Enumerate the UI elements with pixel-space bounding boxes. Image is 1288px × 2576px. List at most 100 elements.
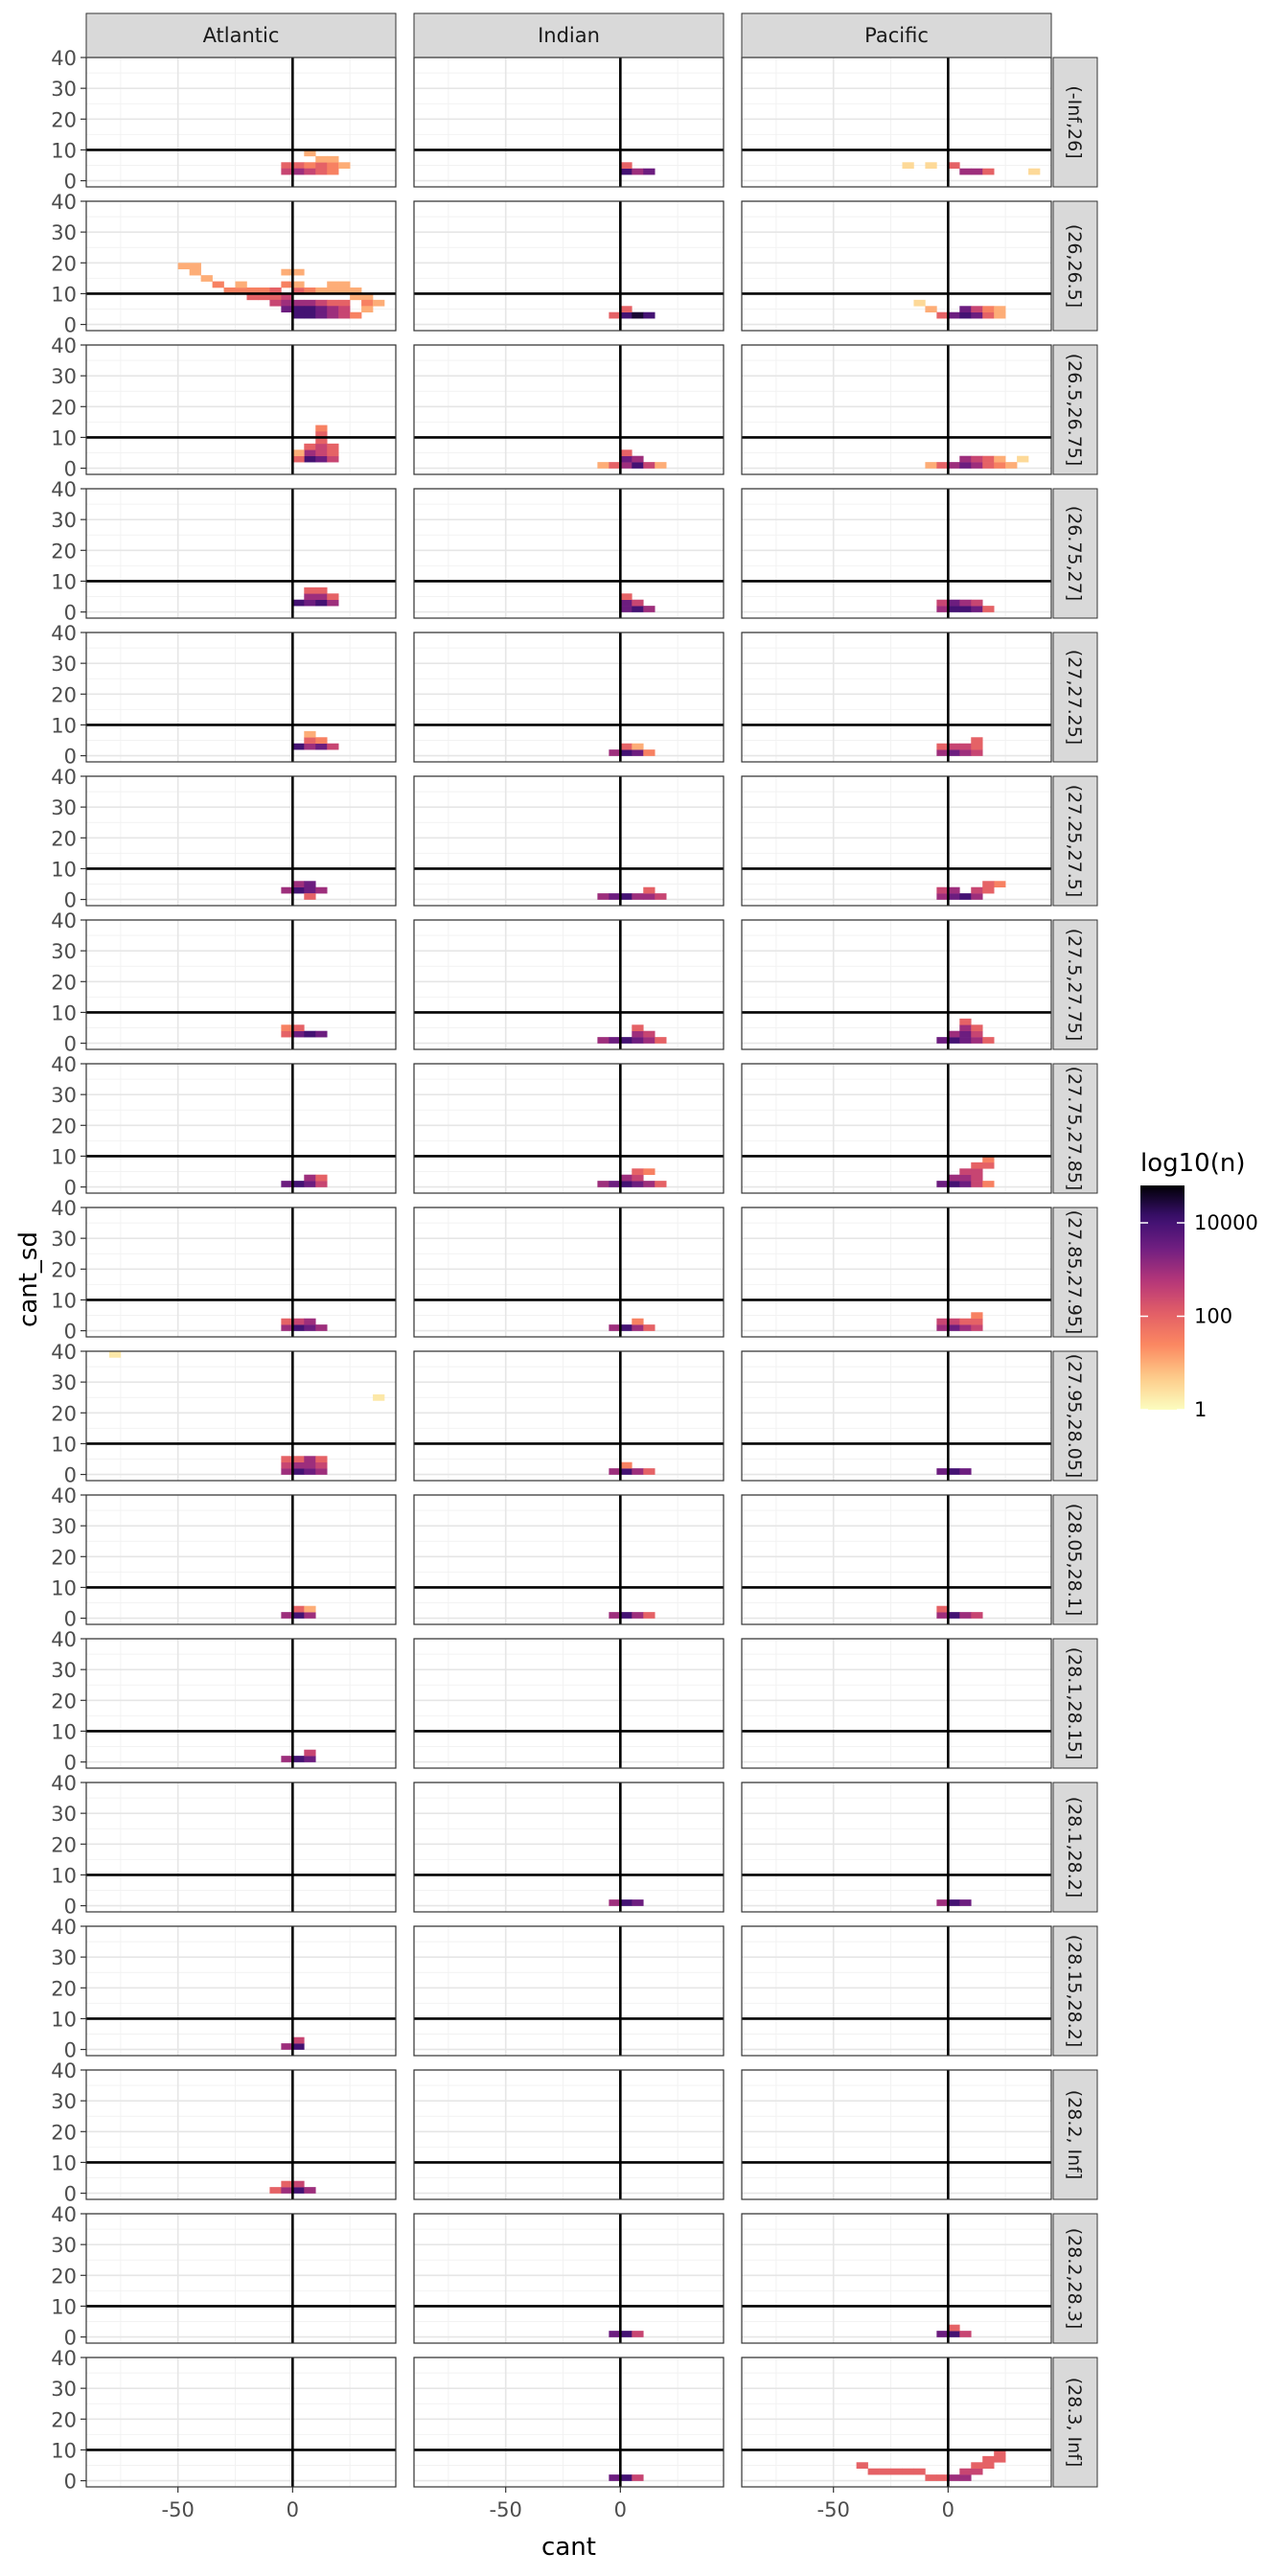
heat-cell [373, 299, 385, 307]
heat-cell [620, 1468, 632, 1475]
heat-cell [959, 743, 972, 750]
heat-cell [304, 1318, 316, 1325]
heat-cell [304, 1174, 316, 1182]
panel-border [741, 632, 1052, 763]
row-strip: (27.85,27.95] [1052, 1207, 1098, 1338]
row-strip: (27.25,27.5] [1052, 775, 1098, 907]
panel-background [414, 776, 724, 906]
strip-background [85, 12, 397, 58]
heat-cell [655, 893, 667, 900]
y-tick-label: 10 [51, 1433, 77, 1456]
y-tick-label: 10 [51, 2295, 77, 2318]
heat-cell [304, 737, 316, 745]
y-axis: 0 10 20 30 40 [51, 1341, 86, 1487]
y-tick-label: 40 [51, 2347, 77, 2370]
heat-cell [982, 2462, 995, 2470]
y-axis: 0 10 20 30 40 [51, 909, 86, 1056]
panel [741, 1063, 1052, 1194]
heat-cell [304, 1605, 316, 1613]
heat-cell [856, 2462, 868, 2470]
heat-cell [948, 1899, 960, 1906]
heat-cell [315, 1468, 328, 1475]
heat-cell [304, 1324, 316, 1331]
y-axis: 0 10 20 30 40 [51, 622, 86, 769]
heat-cell [632, 893, 644, 900]
x-axis: -50 0 [162, 2487, 299, 2521]
heat-cell [959, 455, 972, 463]
heat-cell [632, 2474, 644, 2481]
heat-cell [292, 281, 305, 288]
y-axis: 0 10 20 30 40 [51, 766, 86, 912]
panel [413, 1638, 724, 1769]
y-tick-label: 30 [51, 796, 77, 819]
heat-cell [281, 2180, 293, 2188]
heat-cell [315, 593, 328, 601]
heat-cell [269, 293, 282, 301]
heat-cell [936, 1899, 949, 1906]
heat-cell [258, 293, 270, 301]
heat-cell [292, 1461, 305, 1469]
panel [413, 2069, 724, 2200]
y-tick-label: 0 [64, 1896, 77, 1919]
y-tick-label: 10 [51, 1720, 77, 1743]
panel [413, 344, 724, 475]
heat-cell [609, 1899, 621, 1906]
panel [741, 919, 1052, 1050]
y-tick-label: 10 [51, 1864, 77, 1887]
panel [85, 632, 397, 763]
panel-background [414, 345, 724, 474]
heat-cell [632, 1168, 644, 1176]
strip-background [1052, 488, 1098, 619]
heat-cell [620, 311, 632, 319]
heat-cell [292, 743, 305, 750]
heat-cell [936, 606, 949, 612]
heat-cell [281, 2043, 293, 2050]
heat-cell [936, 749, 949, 756]
legend-label: 1 [1194, 1398, 1207, 1421]
heat-cell [338, 306, 351, 313]
row-strip-label: (28.2,28.3] [1064, 2228, 1085, 2329]
y-tick-label: 30 [51, 1659, 77, 1682]
y-tick-label: 0 [64, 458, 77, 481]
y-axis: 0 10 20 30 40 [51, 1628, 86, 1775]
heat-cell [304, 306, 316, 313]
heat-cell [315, 443, 328, 450]
row-strip-label: (28.3, Inf] [1064, 2378, 1085, 2468]
y-axis: 0 10 20 30 40 [51, 2059, 86, 2206]
heat-cell [281, 1612, 293, 1619]
row-strip-label: (28.05,28.1] [1064, 1504, 1085, 1617]
heat-cell [304, 1456, 316, 1463]
strip-background [1052, 775, 1098, 907]
heat-cell [971, 1612, 983, 1619]
heat-cell [655, 1181, 667, 1187]
y-tick-label: 0 [64, 1321, 77, 1344]
y-tick-label: 40 [51, 1916, 77, 1939]
heat-cell [361, 306, 374, 313]
heat-cell [971, 737, 983, 745]
y-axis: 0 10 20 30 40 [51, 2203, 86, 2350]
heat-cell [948, 462, 960, 469]
y-tick-label: 10 [51, 2439, 77, 2462]
strip-background [1052, 1350, 1098, 1482]
heat-cell [959, 1037, 972, 1044]
panel-border [85, 632, 397, 763]
x-axis-title: cant [541, 2533, 596, 2562]
heat-cell [1017, 455, 1029, 463]
row-strip: (28.3, Inf] [1052, 2357, 1098, 2488]
y-tick-label: 30 [51, 2090, 77, 2113]
panel-border [413, 57, 724, 188]
panel-border [741, 344, 1052, 475]
heat-cell [994, 455, 1006, 463]
heat-cell [315, 737, 328, 745]
heat-cell [948, 599, 960, 607]
heat-cell [609, 311, 621, 319]
heat-cell [643, 1324, 656, 1331]
heat-cell [315, 168, 328, 175]
heat-cell [971, 606, 983, 612]
heat-cell [632, 2331, 644, 2337]
y-tick-label: 20 [51, 683, 77, 706]
heat-cell [304, 1468, 316, 1475]
heat-cell [327, 599, 339, 607]
y-tick-label: 0 [64, 2183, 77, 2206]
